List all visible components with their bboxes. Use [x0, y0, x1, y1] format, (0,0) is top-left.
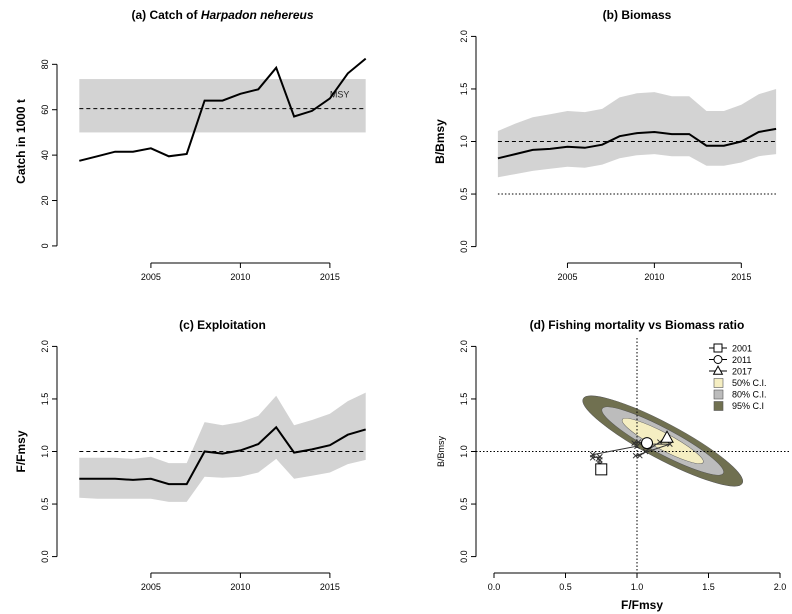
trajectory-point	[635, 439, 642, 445]
y-axis-label: B/Bmsy	[433, 119, 447, 164]
trajectory-point	[589, 451, 596, 458]
legend-label: 80% C.I.	[732, 390, 767, 400]
legend-label: 2017	[732, 367, 752, 377]
y-tick-label: 1.5	[459, 393, 469, 406]
panel-d: 0.0 0.5 1.0 1.5 2.0 0.0 0.5 1.0 1.5 2.0 (d) Fishin…	[436, 318, 790, 612]
x-tick-label: 2010	[230, 582, 250, 592]
x-tick-label: 2015	[320, 582, 340, 592]
series-line	[79, 425, 366, 486]
y-tick-label: 0.0	[40, 550, 50, 563]
y-tick-label: 2.0	[459, 340, 469, 353]
series-line	[79, 57, 367, 162]
y-tick-label: 2.0	[40, 340, 50, 353]
x-tick-label: 2005	[141, 582, 161, 592]
point-2011	[641, 437, 654, 450]
legend-marker	[713, 343, 723, 353]
confidence-band	[79, 392, 366, 502]
legend-swatch	[713, 401, 724, 411]
y-tick-label: 0.5	[40, 498, 50, 511]
y-tick-label: 0.0	[459, 240, 469, 253]
y-tick-label: 0.0	[459, 550, 469, 563]
trajectory-point	[632, 452, 639, 459]
panel-title: (c) Exploitation	[179, 318, 266, 332]
panel-title: (b) Biomass	[603, 8, 672, 22]
y-axis-label: Catch in 1000 t	[14, 99, 28, 184]
x-tick-label: 1.0	[631, 582, 644, 592]
legend-label: 50% C.I.	[732, 378, 767, 388]
legend-label: 2011	[732, 355, 751, 365]
y-tick-label: 1.0	[459, 445, 469, 458]
msy-band	[79, 79, 366, 133]
y-tick-label: 0.5	[459, 188, 469, 201]
x-tick-label: 0.0	[488, 582, 501, 592]
trajectory-point	[631, 440, 637, 446]
legend-swatch	[713, 378, 724, 388]
x-tick-label: 2.0	[774, 582, 787, 592]
x-tick-label: 1.5	[702, 582, 715, 592]
y-tick-label: 80	[40, 59, 50, 69]
x-tick-label: 2010	[644, 272, 664, 282]
panel-title: (d) Fishing mortality vs Biomass ratio	[530, 318, 745, 332]
y-tick-label: 0.5	[459, 498, 469, 511]
legend-label: 2001	[732, 344, 752, 354]
y-tick-label: 60	[40, 105, 50, 115]
panel-c: 0.0 0.5 1.0 1.5 2.0 2005 2010 2015 (c) Exploitat…	[14, 318, 366, 592]
point-2017	[660, 430, 674, 443]
y-tick-label: 2.0	[459, 30, 469, 43]
y-axis-label: F/Fmsy	[14, 430, 28, 472]
y-tick-label: 1.0	[459, 135, 469, 148]
legend-swatch	[713, 389, 724, 400]
trajectory-point	[596, 453, 603, 460]
legend-marker	[712, 365, 724, 375]
y-tick-label: 1.5	[459, 83, 469, 96]
y-tick-label: 20	[40, 196, 50, 206]
x-tick-label: 2005	[557, 272, 577, 282]
x-tick-label: 2010	[230, 272, 250, 282]
title-species: Harpadon nehereus	[201, 8, 314, 22]
y-tick-label: 1.0	[40, 445, 50, 458]
trajectory-point	[642, 448, 649, 455]
trajectory-point	[637, 452, 643, 459]
y-tick-label: 1.5	[40, 393, 50, 406]
x-tick-label: 2015	[320, 272, 340, 282]
series-line	[497, 127, 777, 160]
msy-label: MSY	[330, 90, 350, 100]
y-axis-label: B/Bmsy	[436, 436, 446, 468]
x-tick-label: 2015	[731, 272, 751, 282]
x-tick-label: 0.5	[559, 582, 572, 592]
title-text: (a) Catch of	[131, 8, 200, 22]
y-tick-label: 0	[40, 243, 50, 248]
panel-title: (a) Catch of Harpadon nehereus	[131, 8, 313, 22]
legend-label: 95% C.I	[732, 401, 764, 411]
point-2001	[595, 463, 608, 476]
panel-a: MSY 0 20 40 60 80 2005 2010 2015 (a) Catch of Har…	[14, 8, 367, 282]
panel-b: 0.0 0.5 1.0 1.5 2.0 2005 2010 2015 (b) Biomass B/…	[433, 8, 777, 282]
y-tick-label: 40	[40, 150, 50, 160]
legend-marker	[713, 355, 723, 364]
x-tick-label: 2005	[141, 272, 161, 282]
x-axis-label: F/Fmsy	[621, 598, 663, 612]
